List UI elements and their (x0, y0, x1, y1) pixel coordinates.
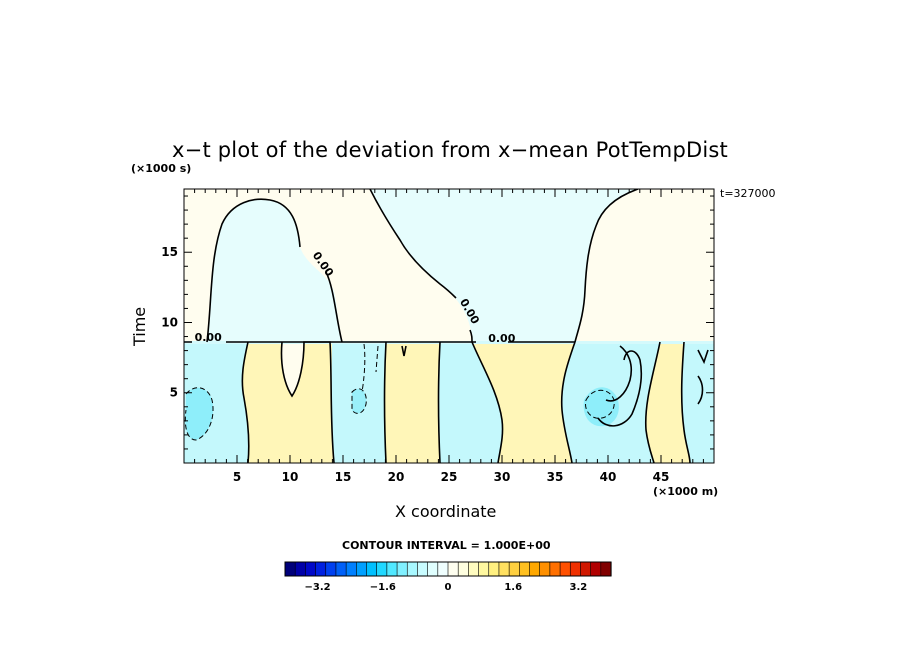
x-axis-label: X coordinate (395, 502, 497, 521)
colorbar-segment (427, 561, 439, 577)
contour-lower-4 (471, 341, 504, 463)
y-tick-label: 10 (161, 315, 178, 329)
colorbar-segment (590, 561, 602, 577)
colorbar-segment (498, 561, 510, 577)
colorbar-segment (366, 561, 378, 577)
colorbar-tick-label: −1.6 (370, 582, 396, 593)
dashed-contour-2 (351, 343, 367, 414)
colorbar-segment (519, 561, 531, 577)
negative-contours (184, 343, 615, 441)
contour-lower-3 (383, 341, 441, 463)
colorbar-segment (457, 561, 469, 577)
colorbar-segment (559, 561, 571, 577)
tick-labels: 5 10 15 20 25 30 35 40 45 5 10 15 (161, 245, 669, 484)
y-axis-unit: (×1000 s) (131, 162, 192, 175)
colorbar-segment (396, 561, 408, 577)
colorbar-segment (386, 561, 398, 577)
colorbar-segment (468, 561, 480, 577)
x-tick-label: 10 (282, 470, 299, 484)
colorbar-segment (580, 561, 592, 577)
warm-band-3 (472, 342, 575, 463)
contour-label: 0.00 (195, 331, 222, 344)
y-tick-label: 15 (161, 245, 178, 259)
colorbar-segment (529, 561, 541, 577)
contour-spiral (605, 345, 633, 402)
contour-lower-2 (280, 341, 335, 463)
contour-small-3 (697, 375, 704, 405)
colorbar-tick-label: 1.6 (504, 582, 522, 593)
colorbar-segment (417, 561, 429, 577)
warm-band-2 (384, 342, 440, 463)
contour-upper-left (206, 198, 343, 343)
warm-band-1 (242, 342, 334, 463)
y-tick-label: 5 (170, 386, 178, 400)
contour-small-2 (697, 349, 709, 365)
x-tick-label: 5 (233, 470, 241, 484)
colorbar-segment (437, 561, 449, 577)
colorbar-segment (305, 561, 317, 577)
x-tick-label: 40 (600, 470, 617, 484)
contour-lower-1 (241, 341, 250, 463)
cool-core-2 (352, 388, 367, 414)
contour-small-1 (401, 345, 407, 357)
x-tick-label: 35 (547, 470, 564, 484)
colorbar-segment (294, 561, 306, 577)
colorbar-segment (284, 561, 296, 577)
cool-band-5 (681, 342, 714, 463)
colorbar-segment (447, 561, 459, 577)
chart-title: x−t plot of the deviation from x−mean Po… (172, 138, 728, 162)
x-tick-label: 20 (388, 470, 405, 484)
x-tick-label: 45 (653, 470, 670, 484)
colorbar-segment (345, 561, 357, 577)
contour-upper-right (574, 189, 639, 343)
cool-core-4 (583, 387, 619, 427)
x-tick-label: 25 (441, 470, 458, 484)
contour-closed-loop (597, 350, 643, 427)
x-axis-unit: (×1000 m) (653, 485, 719, 498)
colorbar-segment (508, 561, 520, 577)
cool-region-upper-left (207, 199, 342, 342)
colorbar-segment (569, 561, 582, 577)
colorbar-segment (549, 561, 561, 577)
cool-band-3 (438, 342, 503, 463)
contour-lower-6 (644, 341, 691, 463)
time-annotation: t=327000 (720, 187, 776, 200)
x-tick-label: 15 (335, 470, 352, 484)
dashed-contour-1 (184, 387, 214, 441)
colorbar-frame (284, 561, 612, 577)
dashed-contour-3 (585, 389, 615, 419)
colorbar: −3.2 −1.6 0 1.6 3.2 (284, 561, 612, 593)
contour-lower-5 (560, 341, 576, 463)
colorbar-segment (325, 561, 337, 577)
axis-ticks (184, 189, 714, 463)
colorbar-segment (600, 561, 612, 577)
colorbar-segment (356, 561, 368, 577)
contour-interval-text: CONTOUR INTERVAL = 1.000E+00 (342, 539, 551, 552)
contour-upper-center (369, 189, 473, 343)
dashed-contour-4 (375, 345, 379, 373)
colorbar-segment (488, 561, 500, 577)
x-tick-label: 30 (494, 470, 511, 484)
cool-core-1 (185, 387, 214, 440)
colorbar-segment (335, 561, 347, 577)
cool-region-upper-center (370, 189, 638, 342)
colorbar-segment (539, 561, 551, 577)
colorbar-tick-label: −3.2 (305, 582, 331, 593)
field-shading (184, 189, 714, 463)
colorbar-segment (478, 561, 490, 577)
colorbar-tick-label: 3.2 (570, 582, 588, 593)
colorbar-segment (376, 561, 388, 577)
colorbar-segment (406, 561, 419, 577)
contour-label: 0.00 (488, 332, 515, 345)
colorbar-segment (315, 561, 327, 577)
warm-band-4 (645, 342, 690, 463)
colorbar-tick-label: 0 (445, 582, 452, 593)
zero-contours (184, 189, 709, 463)
